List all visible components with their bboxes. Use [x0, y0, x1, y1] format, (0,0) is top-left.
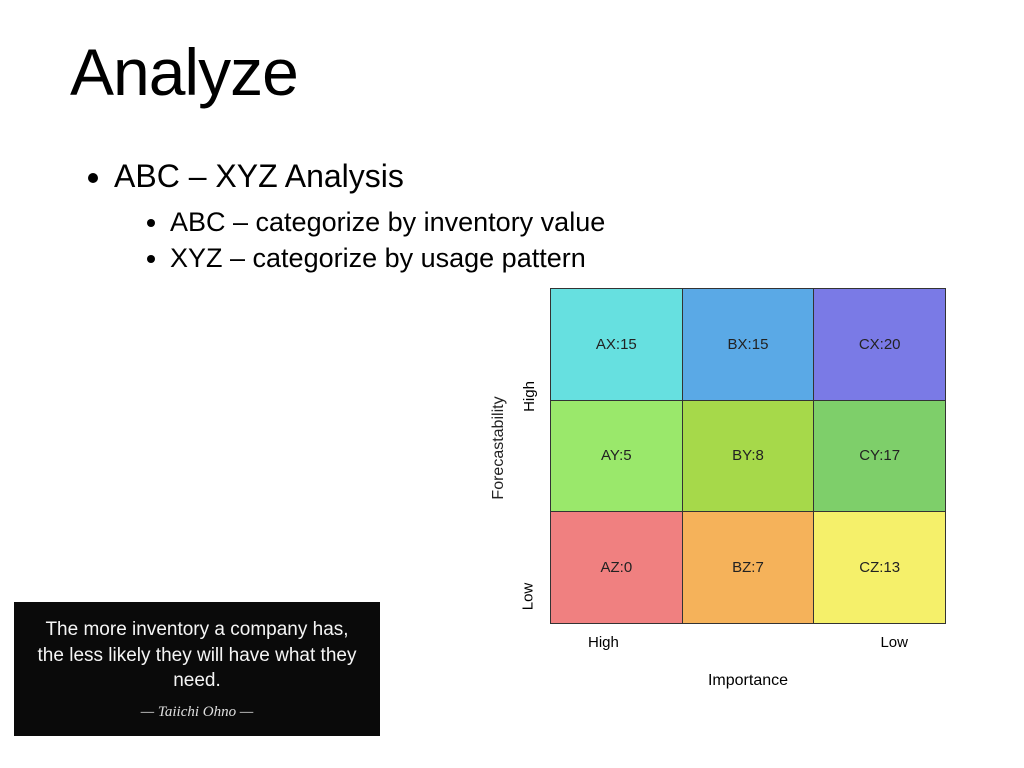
y-tick-high: High: [521, 381, 538, 412]
quote-author: Taiichi Ohno: [141, 704, 253, 721]
abc-xyz-matrix: Forecastability High Low AX:15BX:15CX:20…: [484, 288, 984, 718]
matrix-cell: BY:8: [683, 401, 814, 512]
x-ticks: High Low: [550, 634, 946, 651]
quote-text: The more inventory a company has, the le…: [32, 617, 362, 694]
x-tick-low: Low: [880, 634, 908, 651]
y-axis-title: Forecastability: [490, 348, 508, 548]
matrix-cell: AX:15: [551, 289, 682, 400]
bullet-sub-2: XYZ – categorize by usage pattern: [170, 240, 605, 276]
y-tick-low: Low: [519, 583, 536, 611]
bullet-main: ABC – XYZ Analysis: [114, 156, 605, 198]
matrix-cell: CY:17: [814, 401, 945, 512]
matrix-cell: AY:5: [551, 401, 682, 512]
matrix-cell: CX:20: [814, 289, 945, 400]
matrix-cell: BX:15: [683, 289, 814, 400]
x-axis-title: Importance: [550, 672, 946, 690]
matrix-cell: CZ:13: [814, 512, 945, 623]
bullet-list: ABC – XYZ Analysis ABC – categorize by i…: [90, 156, 605, 276]
x-tick-high: High: [588, 634, 619, 651]
matrix-cell: BZ:7: [683, 512, 814, 623]
slide-title: Analyze: [70, 34, 298, 110]
matrix-cell: AZ:0: [551, 512, 682, 623]
quote-box: The more inventory a company has, the le…: [14, 602, 380, 736]
bullet-sub-1: ABC – categorize by inventory value: [170, 204, 605, 240]
matrix-grid: AX:15BX:15CX:20 AY:5BY:8CY:17 AZ:0BZ:7CZ:1…: [550, 288, 946, 624]
